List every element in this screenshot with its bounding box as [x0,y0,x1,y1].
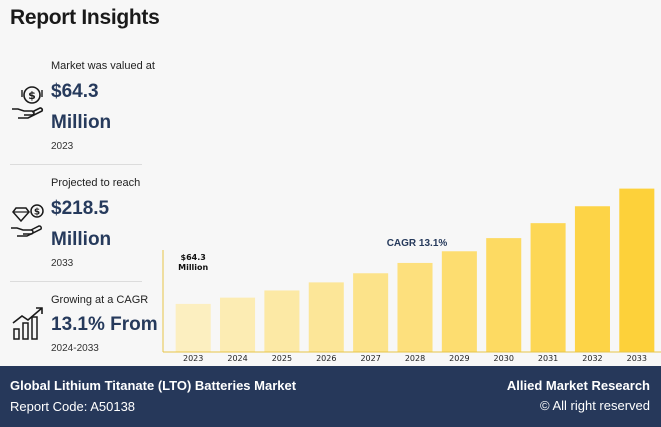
page-title: Report Insights [10,6,160,29]
report-code: Report Code: A50138 [10,399,136,414]
stat-label: Projected to reach [51,177,141,189]
svg-text:$: $ [34,208,40,218]
x-tick-label: 2031 [538,354,558,363]
stat-label: Growing at a CAGR [51,294,149,306]
x-tick-label: 2032 [582,354,602,363]
stat-value-unit: Million [51,112,112,133]
growth-chart-icon [10,305,46,341]
stat-projected-value: $ Projected to reach $218.5 Million 2033 [10,172,160,277]
bar-chart: 2023 2024 2025 2026 2027 2028 2029 2030 2031 2032… [160,180,661,366]
chart-svg: 2023 2024 2025 2026 2027 2028 2029 2030 2031 2032… [162,188,661,363]
x-tick-label: 2024 [227,354,247,363]
stat-cagr: Growing at a CAGR 13.1% From 2024-2033 [10,289,160,364]
bar-2029 [441,251,477,352]
bar-2025 [264,290,300,352]
stat-year: 2024-2033 [51,343,99,354]
chart-title: CAGR 13.1% [387,238,448,249]
svg-text:$: $ [28,89,36,102]
x-tick-label: 2029 [449,354,469,363]
x-tick-label: 2028 [405,354,425,363]
bar-2023 [175,303,211,352]
stat-market-value: $ Market was valued at $64.3 Million 202… [10,55,160,160]
diamond-hand-icon: $ [10,202,46,238]
stat-value: 13.1% From [51,314,158,335]
stat-value-unit: Million [51,229,112,250]
data-label: Million [178,263,208,272]
stat-value: $64.3 [51,81,99,102]
footer-bar: Global Lithium Titanate (LTO) Batteries … [0,366,661,427]
bar-2026 [308,282,344,352]
bar-2030 [486,238,522,352]
copyright: © All right reserved [539,398,650,413]
divider [10,164,142,165]
x-tick-label: 2023 [183,354,203,363]
x-tick-label: 2027 [360,354,380,363]
brand-name: Allied Market Research [506,378,650,393]
x-tick-label: 2026 [316,354,336,363]
stat-year: 2033 [51,258,74,269]
x-tick-label: 2030 [494,354,514,363]
bar-2032 [574,206,610,352]
bar-2024 [220,297,256,352]
report-title: Global Lithium Titanate (LTO) Batteries … [10,378,297,393]
stat-label: Market was valued at [51,60,155,72]
x-tick-label: 2025 [272,354,292,363]
data-label: $64.3 [181,253,206,262]
bar-2033 [619,188,655,352]
stat-value: $218.5 [51,198,110,219]
bar-2031 [530,223,566,352]
x-tick-label: 2033 [627,354,647,363]
money-hand-icon: $ [10,85,46,121]
stat-year: 2023 [51,141,74,152]
bar-2028 [397,262,433,352]
bar-2027 [353,273,389,352]
divider [10,281,142,282]
